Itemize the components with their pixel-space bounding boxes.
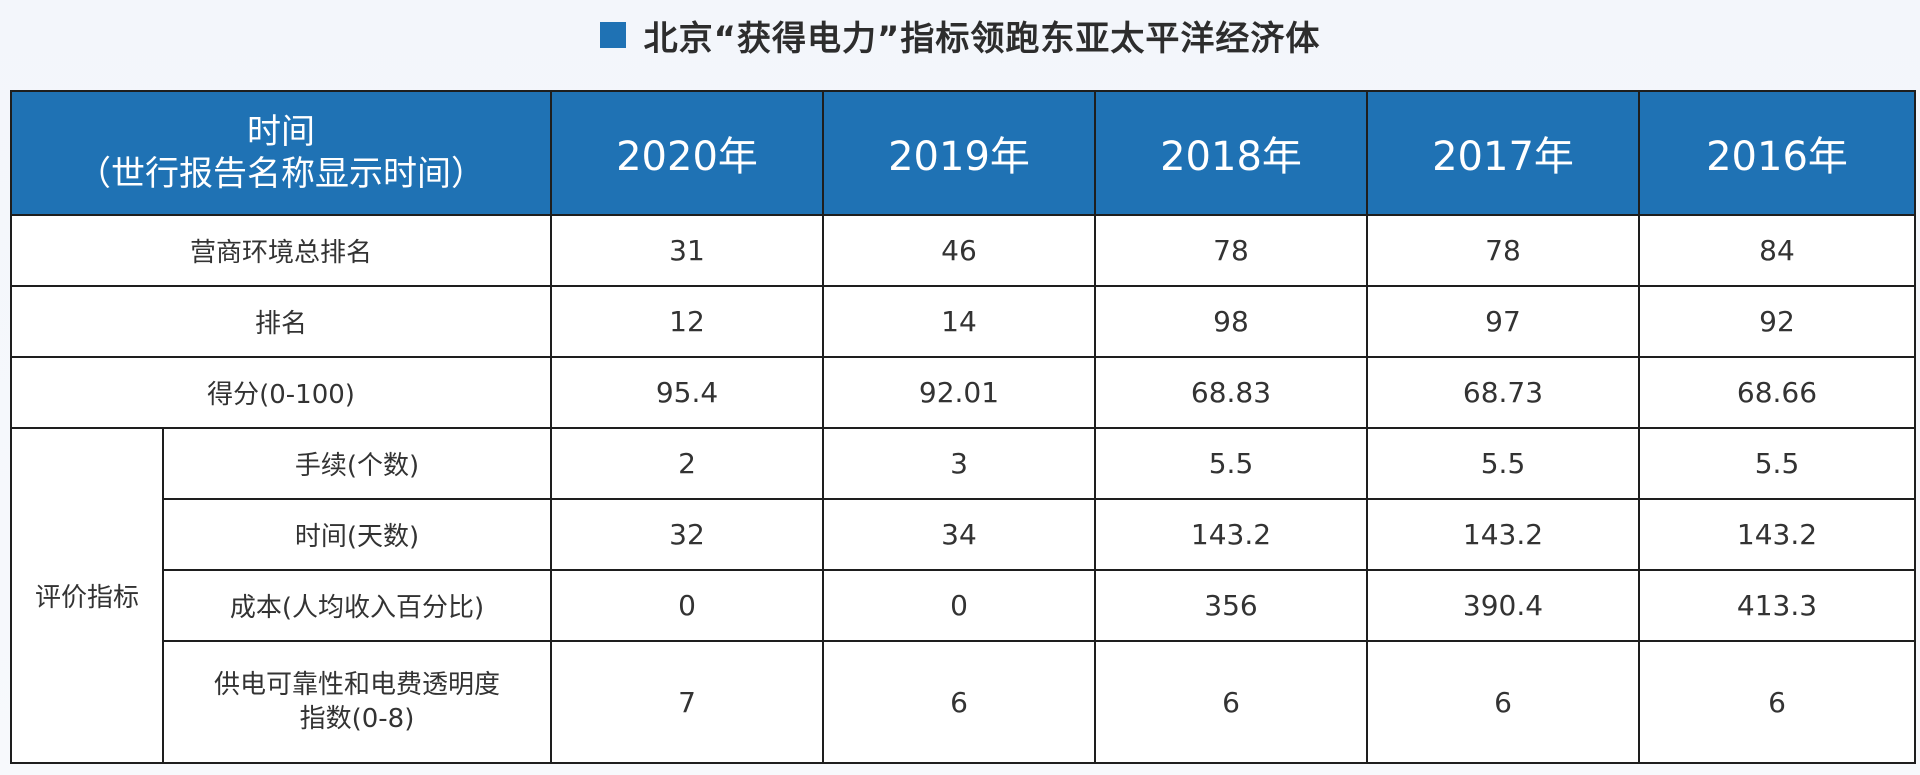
table-cell: 98 [1094, 285, 1368, 358]
table-header-row: 时间 （世行报告名称显示时间） 2020年 2019年 2018年 2017年 … [10, 90, 1916, 216]
table-cell: 390.4 [1366, 569, 1640, 642]
page-title-area: 北京“获得电力”指标领跑东亚太平洋经济体 [0, 0, 1920, 70]
header-year-2016: 2016年 [1638, 90, 1916, 216]
table-cell: 6 [1094, 640, 1368, 764]
table-cell: 34 [822, 498, 1096, 571]
table-cell: 5.5 [1366, 427, 1640, 500]
row-label-reliability-line2: 指数(0-8) [299, 704, 415, 734]
table-cell: 32 [550, 498, 824, 571]
table-cell: 7 [550, 640, 824, 764]
table-cell: 2 [550, 427, 824, 500]
header-time-line1: 时间 [247, 112, 315, 152]
table-cell: 5.5 [1638, 427, 1916, 500]
table-row: 评价指标 手续(个数) 2 3 5.5 5.5 5.5 [10, 427, 1916, 764]
table-cell: 31 [550, 214, 824, 287]
table-cell: 68.73 [1366, 356, 1640, 429]
table-cell: 3 [822, 427, 1096, 500]
header-year-2020: 2020年 [550, 90, 824, 216]
table-cell: 5.5 [1094, 427, 1368, 500]
table-row: 排名 12 14 98 97 92 [10, 285, 1916, 358]
table-cell: 95.4 [550, 356, 824, 429]
title-bullet-square [599, 22, 626, 48]
table-cell: 92.01 [822, 356, 1096, 429]
row-label-overall-rank: 营商环境总排名 [10, 214, 552, 287]
row-label-cost: 成本(人均收入百分比) [162, 569, 552, 642]
table-cell: 68.66 [1638, 356, 1916, 429]
table-cell: 46 [822, 214, 1096, 287]
page-title: 北京“获得电力”指标领跑东亚太平洋经济体 [643, 18, 1321, 59]
row-label-procedures: 手续(个数) [162, 427, 552, 500]
table-cell: 0 [550, 569, 824, 642]
table-row: 成本(人均收入百分比) 0 0 356 390.4 413.3 [11, 569, 1916, 642]
table-cell: 68.83 [1094, 356, 1368, 429]
header-year-2017: 2017年 [1366, 90, 1640, 216]
table-cell: 92 [1638, 285, 1916, 358]
table-cell: 143.2 [1094, 498, 1368, 571]
table-cell: 143.2 [1638, 498, 1916, 571]
table-row: 供电可靠性和电费透明度 指数(0-8) 7 6 6 6 6 [11, 640, 1916, 764]
table-cell: 356 [1094, 569, 1368, 642]
header-year-2018: 2018年 [1094, 90, 1368, 216]
row-label-score: 得分(0-100) [10, 356, 552, 429]
table-cell: 78 [1094, 214, 1368, 287]
table-cell: 0 [822, 569, 1096, 642]
row-label-time-days: 时间(天数) [162, 498, 552, 571]
row-label-reliability-line1: 供电可靠性和电费透明度 [213, 670, 500, 700]
table-row: 得分(0-100) 95.4 92.01 68.83 68.73 68.66 [10, 356, 1916, 429]
table-cell: 6 [822, 640, 1096, 764]
table-cell: 12 [550, 285, 824, 358]
row-label-reliability: 供电可靠性和电费透明度 指数(0-8) [162, 640, 552, 764]
electricity-indicator-table: 时间 （世行报告名称显示时间） 2020年 2019年 2018年 2017年 … [10, 90, 1916, 764]
header-year-2019: 2019年 [822, 90, 1096, 216]
table-cell: 97 [1366, 285, 1640, 358]
table-cell: 143.2 [1366, 498, 1640, 571]
table-cell: 78 [1366, 214, 1640, 287]
header-time-line2: （世行报告名称显示时间） [77, 154, 485, 194]
table-cell: 84 [1638, 214, 1916, 287]
table-row: 时间(天数) 32 34 143.2 143.2 143.2 [11, 498, 1916, 571]
group-label-evaluation: 评价指标 [10, 427, 164, 764]
table-cell: 413.3 [1638, 569, 1916, 642]
table-cell: 6 [1638, 640, 1916, 764]
table-row: 营商环境总排名 31 46 78 78 84 [10, 214, 1916, 287]
header-time-cell: 时间 （世行报告名称显示时间） [10, 90, 552, 216]
table-cell: 6 [1366, 640, 1640, 764]
table-cell: 14 [822, 285, 1096, 358]
row-label-rank: 排名 [10, 285, 552, 358]
